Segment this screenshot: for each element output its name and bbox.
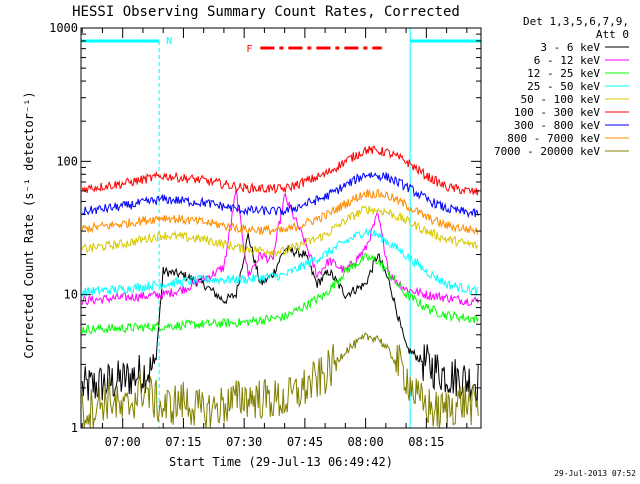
x-tick-label: 07:30	[226, 435, 262, 449]
legend-label-3: 12 - 25 keV	[527, 67, 600, 80]
y-tick-label: 1	[71, 421, 78, 435]
x-axis-label: Start Time (29-Jul-13 06:49:42)	[169, 455, 393, 469]
series-line-5	[81, 205, 479, 258]
footer-date: 29-Jul-2013 07:52	[554, 469, 636, 478]
series-line-9	[81, 331, 479, 429]
legend-label-7: 300 - 800 keV	[514, 119, 600, 132]
legend-label-8: 800 - 7000 keV	[507, 132, 600, 145]
x-tick-label: 07:15	[165, 435, 201, 449]
legend-label-2: 6 - 12 keV	[534, 54, 601, 67]
legend-label-6: 100 - 300 keV	[514, 106, 600, 119]
legend-label-1: 3 - 6 keV	[540, 41, 600, 54]
series-line-6	[81, 145, 479, 196]
legend-label-5: 50 - 100 keV	[521, 93, 601, 106]
night-label: N	[166, 36, 172, 47]
x-tick-label: 07:45	[287, 435, 323, 449]
series-line-4	[81, 227, 479, 297]
axes: 1 10 100 1000 07:00 07:15 07:30 07:45 08:00 08:15	[49, 21, 481, 449]
y-tick-label: 100	[56, 154, 78, 168]
x-tick-label: 08:15	[408, 435, 444, 449]
legend-label-4: 25 - 50 keV	[527, 80, 600, 93]
legend-header: Det 1,3,5,6,7,9,	[523, 15, 629, 28]
series-line-1	[81, 233, 479, 404]
y-tick-label: 10	[64, 288, 78, 302]
y-axis-label: Corrected Count Rate (s⁻¹ detector⁻¹)	[22, 91, 36, 358]
series-line-7	[82, 172, 479, 219]
series-line-3	[81, 253, 479, 335]
x-tick-label: 08:00	[348, 435, 384, 449]
plot-content: NF	[81, 28, 482, 429]
flare-label: F	[246, 44, 252, 55]
series-line-2	[81, 188, 479, 306]
series-line-8	[81, 188, 479, 236]
plot-frame	[80, 27, 482, 429]
legend-header: Att 0	[596, 28, 629, 41]
chart-title: HESSI Observing Summary Count Rates, Cor…	[72, 4, 460, 20]
x-tick-label: 07:00	[105, 435, 141, 449]
y-tick-label: 1000	[49, 21, 78, 35]
legend-label-9: 7000 - 20000 keV	[494, 145, 600, 158]
